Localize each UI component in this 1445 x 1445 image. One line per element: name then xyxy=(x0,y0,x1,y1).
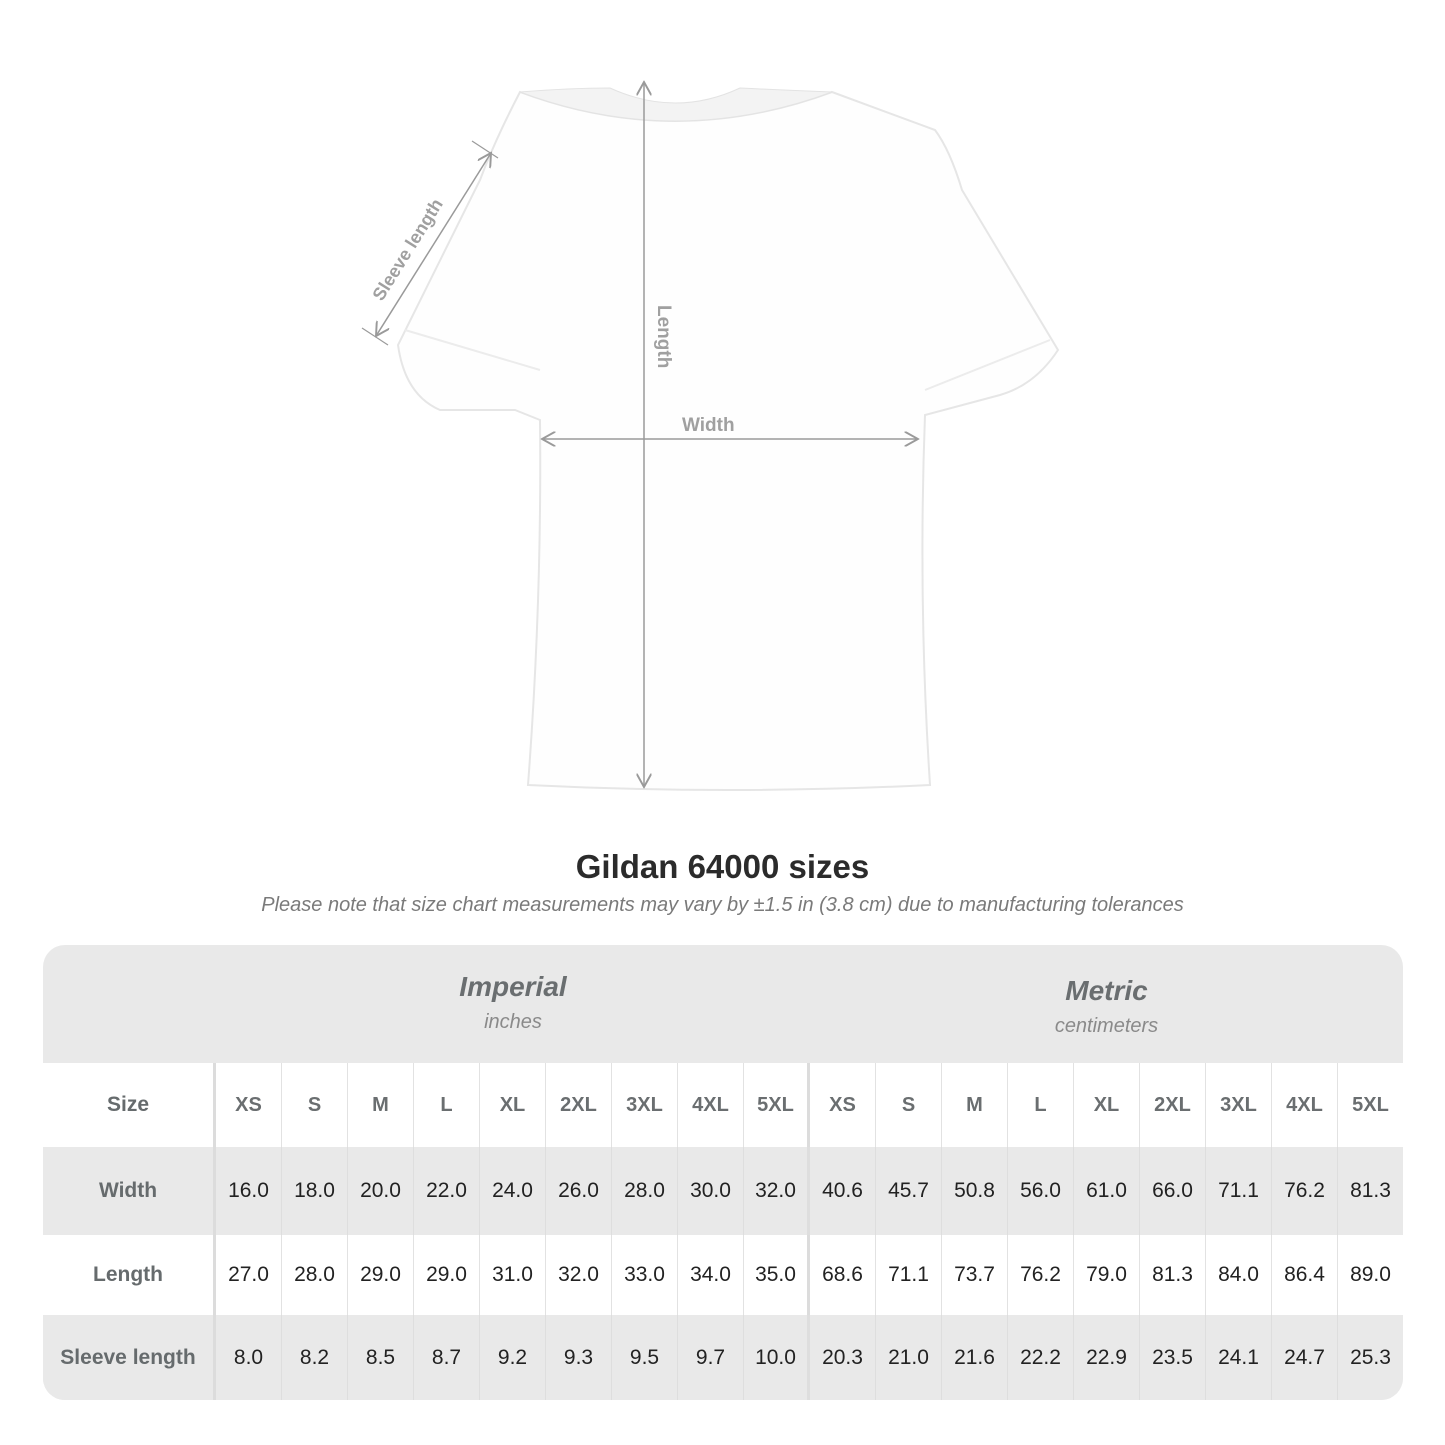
metric-value-cell: 21.6 xyxy=(942,1315,1008,1400)
imperial-value-cell: 9.3 xyxy=(546,1315,612,1400)
imperial-value-cell: 32.0 xyxy=(546,1235,612,1315)
table-row: Sleeve length 8.0 8.2 8.5 8.7 9.2 9.3 9.5 9.7 10.… xyxy=(43,1315,1403,1400)
imperial-value-cell: 22.0 xyxy=(414,1147,480,1235)
metric-header: Metric centimeters xyxy=(810,945,1403,1063)
metric-value-cell: 81.3 xyxy=(1140,1235,1206,1315)
imperial-value-cell: 9.2 xyxy=(480,1315,546,1400)
imperial-value-cell: 18.0 xyxy=(282,1147,348,1235)
page-title: Gildan 64000 sizes xyxy=(575,848,870,885)
imperial-value-cell: 10.0 xyxy=(744,1315,810,1400)
size-column-header: S xyxy=(876,1063,942,1147)
table-row: Length 27.0 28.0 29.0 29.0 31.0 32.0 33.0 34.0 35… xyxy=(43,1235,1403,1315)
metric-value-cell: 68.6 xyxy=(810,1235,876,1315)
sleeve-arrow xyxy=(376,153,491,336)
tshirt-body xyxy=(396,90,1060,791)
metric-value-cell: 56.0 xyxy=(1008,1147,1074,1235)
tolerance-note: Please note that size chart measurements… xyxy=(261,894,1184,916)
metric-value-cell: 73.7 xyxy=(942,1235,1008,1315)
size-column-header: S xyxy=(282,1063,348,1147)
size-column-header: 4XL xyxy=(1272,1063,1338,1147)
row-label: Length xyxy=(43,1235,216,1315)
metric-value-cell: 20.3 xyxy=(810,1315,876,1400)
size-column-header: 5XL xyxy=(744,1063,810,1147)
size-column-header: L xyxy=(1008,1063,1074,1147)
metric-value-cell: 40.6 xyxy=(810,1147,876,1235)
row-label: Width xyxy=(43,1147,216,1235)
imperial-title: Imperial xyxy=(459,971,567,1002)
metric-value-cell: 79.0 xyxy=(1074,1235,1140,1315)
metric-value-cell: 23.5 xyxy=(1140,1315,1206,1400)
size-label: Size xyxy=(43,1063,216,1147)
size-column-header: XL xyxy=(1074,1063,1140,1147)
imperial-value-cell: 20.0 xyxy=(348,1147,414,1235)
length-label: Length xyxy=(653,305,674,368)
imperial-value-cell: 29.0 xyxy=(348,1235,414,1315)
imperial-value-cell: 27.0 xyxy=(216,1235,282,1315)
size-column-header: M xyxy=(348,1063,414,1147)
imperial-value-cell: 16.0 xyxy=(216,1147,282,1235)
imperial-value-cell: 29.0 xyxy=(414,1235,480,1315)
metric-value-cell: 76.2 xyxy=(1272,1147,1338,1235)
imperial-value-cell: 8.5 xyxy=(348,1315,414,1400)
metric-value-cell: 25.3 xyxy=(1350,1345,1391,1369)
width-label: Width xyxy=(682,415,735,436)
size-column-header: XS xyxy=(810,1063,876,1147)
tshirt-diagram: Sleeve length Length Width xyxy=(361,0,1060,791)
imperial-value-cell: 24.0 xyxy=(480,1147,546,1235)
imperial-value-cell: 34.0 xyxy=(678,1235,744,1315)
size-column-header: 2XL xyxy=(546,1063,612,1147)
size-column-header: XL xyxy=(480,1063,546,1147)
metric-value-cell: 21.0 xyxy=(876,1315,942,1400)
metric-value-cell: 50.8 xyxy=(942,1147,1008,1235)
size-column-header: 4XL xyxy=(678,1063,744,1147)
metric-value-cell: 71.1 xyxy=(1206,1147,1272,1235)
imperial-value-cell: 30.0 xyxy=(678,1147,744,1235)
imperial-value-cell: 28.0 xyxy=(612,1147,678,1235)
imperial-unit: inches xyxy=(484,1011,542,1033)
metric-value-cell: 86.4 xyxy=(1272,1235,1338,1315)
metric-value-cell: 71.1 xyxy=(876,1235,942,1315)
metric-value-cell: 24.7 xyxy=(1272,1315,1338,1400)
imperial-value-cell: 33.0 xyxy=(612,1235,678,1315)
imperial-value-cell: 8.7 xyxy=(414,1315,480,1400)
imperial-value-cell: 32.0 xyxy=(744,1147,810,1235)
size-column-header: 3XL xyxy=(1206,1063,1272,1147)
metric-value-cell: 24.1 xyxy=(1206,1315,1272,1400)
size-column-header: 2XL xyxy=(1140,1063,1206,1147)
imperial-header: Imperial inches xyxy=(216,945,810,1063)
size-column-header: XS xyxy=(216,1063,282,1147)
row-label: Sleeve length xyxy=(43,1315,216,1400)
imperial-value-cell: 28.0 xyxy=(282,1235,348,1315)
metric-value-cell: 61.0 xyxy=(1074,1147,1140,1235)
size-column-header: L xyxy=(414,1063,480,1147)
metric-value-cell: 89.0 xyxy=(1350,1263,1391,1286)
metric-value-cell: 22.2 xyxy=(1008,1315,1074,1400)
metric-title: Metric xyxy=(1065,975,1148,1006)
imperial-value-cell: 31.0 xyxy=(480,1235,546,1315)
size-column-header: 3XL xyxy=(612,1063,678,1147)
metric-value-cell: 66.0 xyxy=(1140,1147,1206,1235)
imperial-value-cell: 26.0 xyxy=(546,1147,612,1235)
imperial-value-cell: 8.2 xyxy=(282,1315,348,1400)
imperial-value-cell: 8.0 xyxy=(216,1315,282,1400)
metric-value-cell: 84.0 xyxy=(1206,1235,1272,1315)
size-column-header: 5XL xyxy=(1352,1093,1389,1116)
imperial-value-cell: 35.0 xyxy=(744,1235,810,1315)
size-column-header: M xyxy=(942,1063,1008,1147)
metric-value-cell: 45.7 xyxy=(876,1147,942,1235)
size-table: Imperial inches Metric centimeters Size X… xyxy=(43,945,1403,1400)
metric-unit: centimeters xyxy=(1054,1015,1159,1037)
table-row: Width 16.0 18.0 20.0 22.0 24.0 26.0 28.0 30.0 32.… xyxy=(43,1147,1403,1235)
imperial-value-cell: 9.7 xyxy=(678,1315,744,1400)
size-header-row: Size XS S M L XL 2XL 3XL 4XL 5XL XS S M L XL 2XL 3XL 4XL 5… xyxy=(43,1063,1403,1147)
metric-value-cell: 81.3 xyxy=(1350,1179,1391,1202)
metric-value-cell: 76.2 xyxy=(1008,1235,1074,1315)
metric-value-cell: 22.9 xyxy=(1074,1315,1140,1400)
imperial-value-cell: 9.5 xyxy=(612,1315,678,1400)
